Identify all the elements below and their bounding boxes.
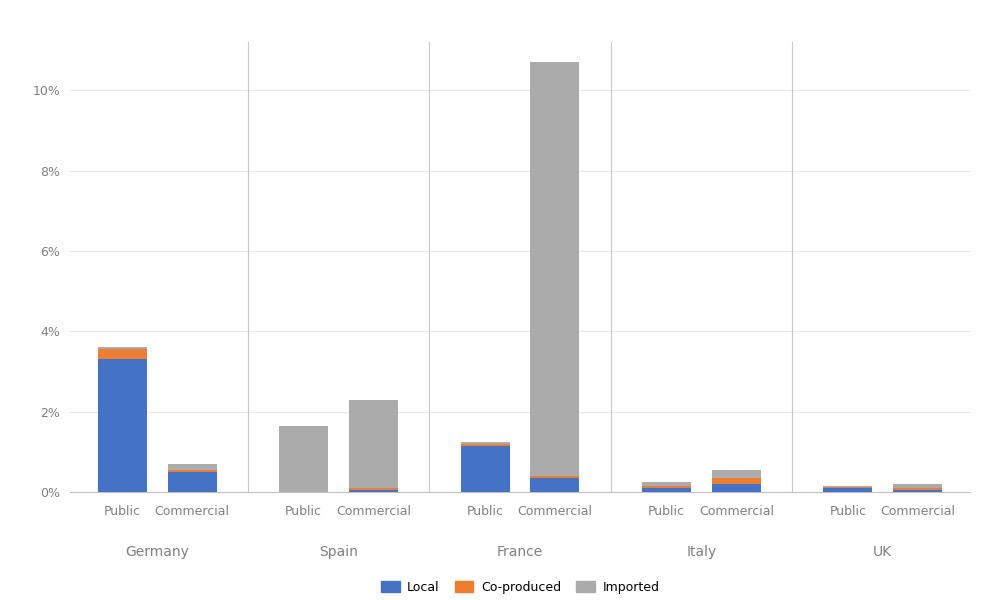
Text: France: France bbox=[497, 545, 543, 559]
Bar bbox=[98, 359, 147, 492]
Bar bbox=[823, 487, 872, 488]
Bar bbox=[712, 484, 761, 492]
Bar bbox=[168, 464, 217, 470]
Bar bbox=[461, 446, 510, 492]
Bar bbox=[349, 488, 398, 490]
Bar bbox=[168, 470, 217, 472]
Bar bbox=[642, 486, 691, 488]
Bar bbox=[823, 486, 872, 487]
Bar bbox=[893, 484, 942, 488]
Bar bbox=[530, 62, 579, 476]
Bar bbox=[461, 444, 510, 446]
Bar bbox=[530, 478, 579, 492]
Text: Spain: Spain bbox=[319, 545, 358, 559]
Bar bbox=[642, 488, 691, 492]
Bar bbox=[349, 490, 398, 492]
Bar bbox=[530, 476, 579, 478]
Legend: Local, Co-produced, Imported: Local, Co-produced, Imported bbox=[374, 575, 666, 600]
Bar bbox=[893, 488, 942, 490]
Text: Germany: Germany bbox=[125, 545, 189, 559]
Text: Italy: Italy bbox=[686, 545, 717, 559]
Bar bbox=[712, 470, 761, 478]
Bar bbox=[349, 400, 398, 488]
Bar bbox=[823, 488, 872, 492]
Text: UK: UK bbox=[873, 545, 892, 559]
Bar bbox=[168, 472, 217, 492]
Bar bbox=[461, 442, 510, 444]
Bar bbox=[98, 349, 147, 359]
Bar bbox=[98, 347, 147, 349]
Bar bbox=[642, 482, 691, 486]
Bar bbox=[893, 490, 942, 492]
Bar bbox=[712, 478, 761, 484]
Bar bbox=[279, 426, 328, 492]
